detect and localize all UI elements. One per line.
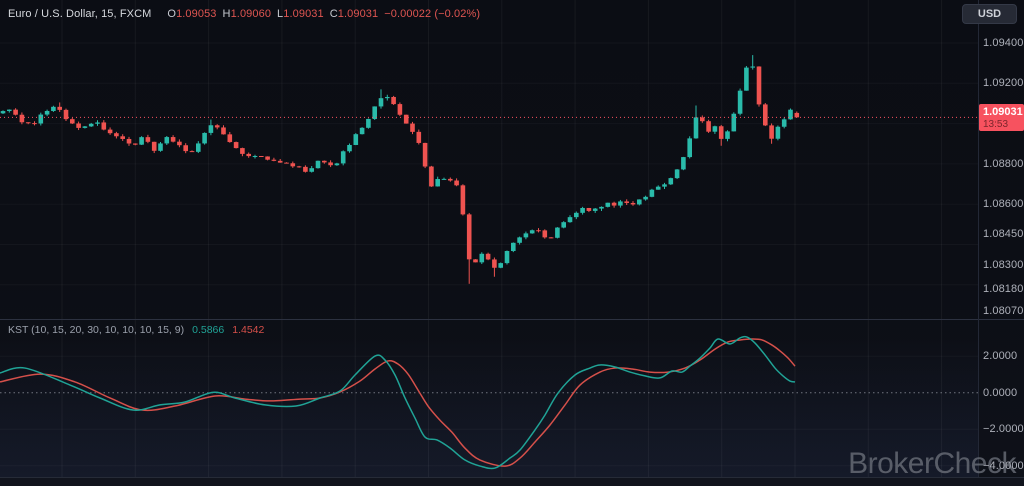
kst-value: 0.5866 xyxy=(192,324,225,336)
kst-axis-label: −4.0000 xyxy=(983,459,1024,472)
low-label: L xyxy=(277,8,284,20)
price-axis-label: 1.08450 xyxy=(983,228,1024,241)
high-value: 1.09060 xyxy=(230,8,272,20)
pane-divider[interactable] xyxy=(0,319,1024,320)
bar-countdown: 13:53 xyxy=(983,118,1009,130)
current-price-value: 1.09031 xyxy=(983,105,1023,118)
high-label: H xyxy=(222,8,231,20)
price-axis-label: 1.08800 xyxy=(983,157,1024,170)
price-axis-label: 1.09200 xyxy=(983,77,1024,90)
time-axis[interactable] xyxy=(0,477,1024,486)
currency-toggle-button[interactable]: USD xyxy=(962,4,1017,24)
kst-axis-label: 2.0000 xyxy=(983,350,1018,363)
kst-line xyxy=(0,335,796,470)
kst-legend: KST (10, 15, 20, 30, 10, 10, 10, 15, 9) 0… xyxy=(8,324,264,337)
current-price-box: 1.09031 13:53 xyxy=(979,104,1024,132)
grid-lines xyxy=(61,0,943,477)
price-axis-label: 1.08070 xyxy=(983,304,1024,317)
kst-axis-label: −2.0000 xyxy=(983,423,1024,436)
price-axis-label: 1.08300 xyxy=(983,258,1024,271)
open-value: 1.09053 xyxy=(176,8,217,20)
kst-signal-line xyxy=(0,338,796,467)
close-value: 1.09031 xyxy=(337,8,379,20)
main-legend: Euro / U.S. Dollar, 15, FXCM O1.09053 H1.0… xyxy=(8,7,480,21)
open-label: O xyxy=(167,8,177,20)
price-axis[interactable]: 1.09400 1.09200 1.08800 1.08600 1.08450 1.083… xyxy=(979,0,1024,477)
close-label: C xyxy=(329,8,338,20)
kst-axis-label: 0.0000 xyxy=(983,386,1018,399)
price-axis-border xyxy=(978,0,979,486)
kst-signal-value: 1.4542 xyxy=(232,324,265,336)
price-axis-label: 1.08180 xyxy=(983,282,1024,295)
low-value: 1.09031 xyxy=(283,8,324,20)
price-axis-label: 1.08600 xyxy=(983,198,1024,211)
price-axis-label: 1.09400 xyxy=(983,37,1024,49)
symbol-title[interactable]: Euro / U.S. Dollar, 15, FXCM xyxy=(8,8,152,20)
change-value: −0.00022 (−0.02%) xyxy=(384,8,481,20)
candlestick-series xyxy=(0,55,800,284)
kst-indicator-title[interactable]: KST (10, 15, 20, 30, 10, 10, 10, 15, 9) xyxy=(8,324,185,336)
